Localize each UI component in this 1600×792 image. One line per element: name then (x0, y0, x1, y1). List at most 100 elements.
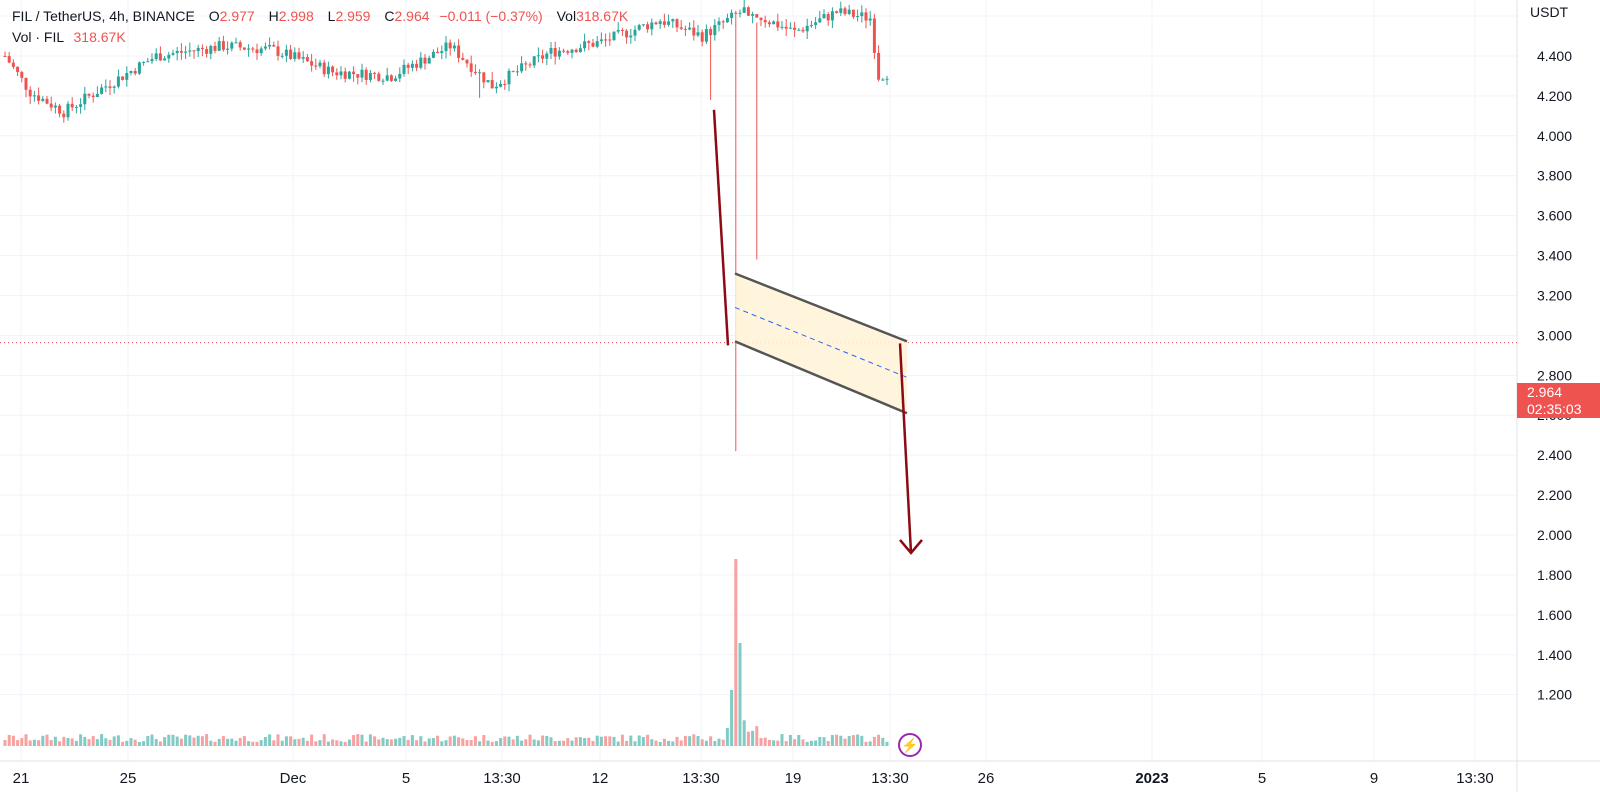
candle-body (154, 53, 158, 60)
last-price-value: 2.964 (1527, 384, 1563, 400)
candle-body (213, 45, 217, 51)
volume-bar (394, 738, 398, 746)
volume-bar (452, 735, 456, 746)
volume-bar (377, 739, 381, 746)
volume-legend[interactable]: Vol · FIL 318.67K (12, 29, 126, 45)
volume-bar (427, 738, 431, 746)
volume-bar (16, 740, 20, 746)
volume-bar (200, 736, 204, 746)
volume-bar (347, 739, 351, 746)
candle-body (696, 32, 700, 36)
candle-body (427, 57, 431, 64)
candle-body (74, 106, 78, 108)
volume-bar (549, 737, 553, 746)
candle-body (398, 73, 402, 79)
volume-bar (326, 741, 330, 746)
volume-bar (167, 734, 171, 746)
volume-bar (524, 739, 528, 746)
candle-body (83, 93, 87, 105)
high-label: H (268, 8, 279, 24)
volume-bar (385, 739, 389, 746)
volume-bar (830, 734, 834, 746)
candle-body (121, 76, 125, 80)
candle-body (217, 41, 221, 51)
lightning-event-icon[interactable]: ⚡ (898, 733, 922, 757)
candle-body (541, 55, 545, 59)
volume-bar (843, 738, 847, 746)
volume-bar (62, 736, 66, 746)
volume-bar (440, 741, 444, 746)
candle-body (226, 48, 230, 50)
candle-body (822, 14, 826, 19)
volume-bar (616, 741, 620, 746)
candle-body (482, 72, 486, 83)
candle-body (721, 21, 725, 23)
volume-bar (536, 740, 540, 746)
volume-bar (79, 734, 83, 746)
y-tick-label: 2.000 (1537, 527, 1572, 543)
y-tick-label: 4.000 (1537, 128, 1572, 144)
candle-body (381, 80, 385, 82)
candle-body (524, 63, 528, 65)
candle-body (452, 45, 456, 49)
y-tick-label: 2.800 (1537, 367, 1572, 383)
candle-body (809, 25, 813, 27)
x-tick-label: 5 (402, 770, 410, 787)
candle-body (646, 24, 650, 30)
candle-body (171, 53, 175, 55)
volume-bar (822, 737, 826, 746)
candle-body (885, 78, 889, 80)
volume-bar (74, 740, 78, 746)
candle-body (776, 21, 780, 28)
candle-body (826, 14, 830, 21)
candle-body (717, 21, 721, 25)
candle-body (788, 27, 792, 29)
price-axis-unit[interactable]: USDT (1530, 4, 1569, 20)
candle-body (305, 57, 309, 62)
candle-body (599, 39, 603, 42)
candle-body (415, 63, 419, 68)
volume-bar (20, 738, 24, 746)
volume-bar (520, 740, 524, 746)
volume-bar (373, 736, 377, 746)
volume-bar (515, 735, 519, 746)
y-tick-label: 1.600 (1537, 607, 1572, 623)
volume-bar (263, 736, 267, 746)
volume-bar (767, 739, 771, 746)
y-tick-label: 1.400 (1537, 647, 1572, 663)
volume-bar (419, 736, 423, 746)
candle-body (759, 17, 763, 21)
candle-body (713, 24, 717, 36)
candle-body (347, 71, 351, 79)
candle-body (247, 48, 251, 50)
volume-bar (230, 738, 234, 746)
candle-body (872, 18, 876, 53)
volume-bar (746, 731, 750, 746)
candle-body (734, 12, 738, 14)
candle-body (150, 59, 154, 62)
candle-body (184, 51, 188, 53)
volume-bar (566, 738, 570, 746)
candle-body (200, 47, 204, 50)
volume-bar (364, 741, 368, 746)
volume-bar (205, 734, 209, 746)
volume-bar (671, 741, 675, 746)
volume-bar (335, 740, 339, 746)
volume-bar (280, 740, 284, 746)
volume-bar (679, 740, 683, 746)
close-label: C (384, 8, 395, 24)
candle-body (3, 55, 7, 57)
candle-body (175, 50, 179, 54)
volume-bar (847, 735, 851, 746)
candle-body (650, 22, 654, 30)
volume-bar (793, 739, 797, 746)
candle-body (112, 86, 116, 88)
volume-bar (32, 739, 36, 746)
volume-bar (297, 738, 301, 746)
candle-body (343, 71, 347, 79)
symbol-title[interactable]: FIL / TetherUS, 4h, BINANCE (12, 8, 195, 24)
volume-bar (322, 734, 326, 746)
candle-body (620, 30, 624, 32)
candle-body (423, 57, 427, 64)
